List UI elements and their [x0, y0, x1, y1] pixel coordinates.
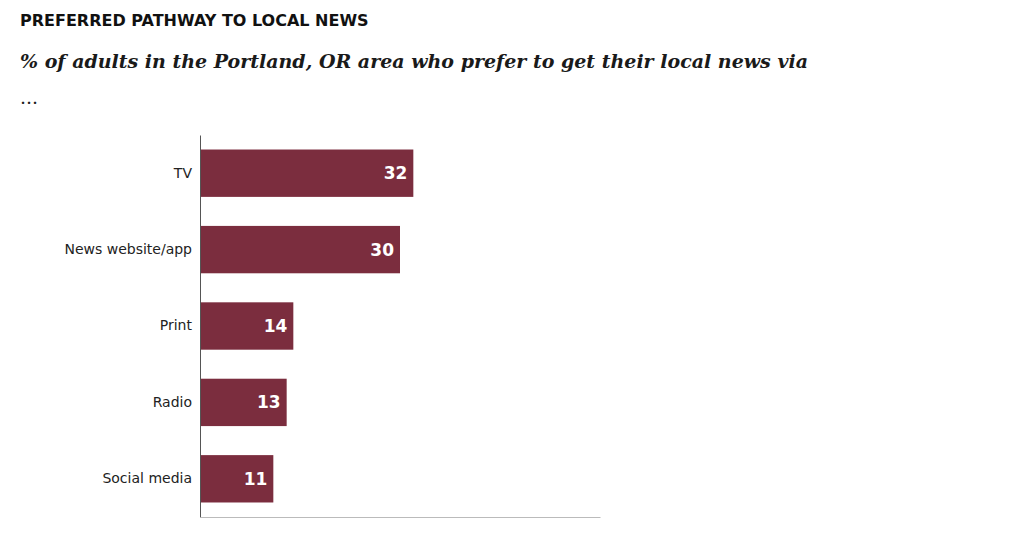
- x-axis-line: [201, 517, 601, 518]
- bar: [200, 455, 273, 502]
- y-tick: News website/app: [64, 241, 192, 257]
- plot: 32 30 14 13 11 TV News website/app Print Radio So…: [64, 136, 600, 518]
- chart: PREFERRED PATHWAY TO LOCAL NEWS % of adul…: [0, 0, 1024, 537]
- y-tick: TV: [173, 165, 193, 181]
- bar: [200, 226, 400, 273]
- y-tick: Social media: [102, 470, 192, 486]
- data-labels: 32 30 14 13 11: [244, 163, 408, 489]
- bars: [200, 150, 413, 503]
- data-label: 32: [384, 163, 408, 183]
- annotation: ...: [20, 86, 38, 108]
- title: PREFERRED PATHWAY TO LOCAL NEWS: [20, 11, 369, 30]
- bar: [200, 302, 293, 349]
- bar: [200, 150, 413, 197]
- data-label: 13: [257, 392, 281, 412]
- y-tick-label: Print: [160, 317, 193, 333]
- bar: [200, 379, 287, 426]
- y-tick-label: Radio: [153, 394, 192, 410]
- y-axis-line: [200, 136, 201, 518]
- y-axis: TV News website/app Print Radio Social media: [64, 136, 200, 518]
- y-tick: Radio: [153, 394, 192, 410]
- y-tick: Print: [160, 317, 193, 333]
- data-label: 11: [244, 469, 268, 489]
- y-tick-label: TV: [173, 165, 193, 181]
- data-label: 14: [264, 316, 288, 336]
- y-tick-label: Social media: [102, 470, 192, 486]
- subtitle: % of adults in the Portland, OR area who…: [20, 50, 808, 72]
- y-tick-label: News website/app: [64, 241, 192, 257]
- data-label: 30: [370, 240, 394, 260]
- x-axis: [201, 517, 601, 518]
